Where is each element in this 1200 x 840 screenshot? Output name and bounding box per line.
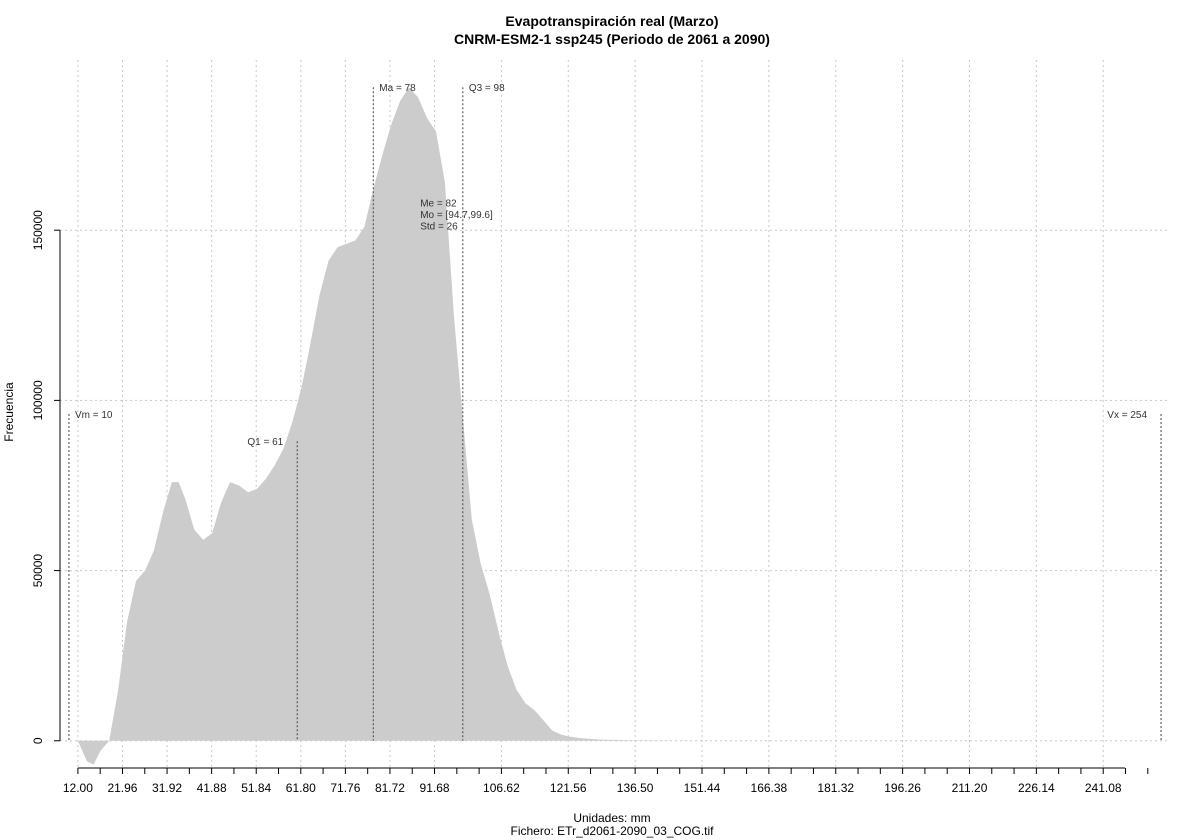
statistic-label: Vm = 10: [75, 410, 113, 421]
x-tick-label: 151.44: [684, 781, 721, 795]
y-axis-label: Frecuencia: [2, 382, 16, 442]
chart-title: Evapotranspiración real (Marzo): [505, 13, 718, 29]
statistic-label: Q1 = 61: [247, 437, 283, 448]
x-tick-label: 211.20: [952, 781, 988, 795]
x-tick-label: 41.88: [197, 781, 227, 795]
x-tick-label: 121.56: [550, 781, 587, 795]
x-tick-label: 61.80: [286, 781, 316, 795]
x-tick-label: 31.92: [152, 781, 182, 795]
statistic-label: Q3 = 98: [469, 83, 505, 94]
x-tick-label: 21.96: [107, 781, 137, 795]
stat-mode: Mo = [94.7,99.6]: [420, 210, 493, 221]
stat-std: Std = 26: [420, 221, 458, 232]
stat-median: Me = 82: [420, 198, 457, 209]
density-area: [77, 87, 1162, 765]
axes: 12.00 21.96 31.92 41.88 51.84 61.80 71.76 81.72…: [31, 210, 1149, 795]
x-tick-label: 81.72: [375, 781, 405, 795]
y-tick-label: 50000: [31, 554, 45, 588]
x-tick-label: 226.14: [1018, 781, 1055, 795]
statistic-lines: Vm = 10 Q1 = 61 Ma = 78 Q3 = 98 Vx = 254: [68, 83, 1162, 741]
chart-subtitle: CNRM-ESM2-1 ssp245 (Periodo de 2061 a 20…: [454, 31, 770, 47]
x-tick-label: 136.50: [617, 781, 654, 795]
x-tick-label: 196.26: [884, 781, 921, 795]
x-tick-label: 71.76: [330, 781, 360, 795]
y-tick-label: 100000: [31, 380, 45, 420]
x-tick-label: 166.38: [751, 781, 788, 795]
x-axis-label: Unidades: mm: [573, 811, 650, 825]
x-tick-label: 241.08: [1085, 781, 1122, 795]
statistic-label: Vx = 254: [1107, 410, 1147, 421]
x-tick-label: 91.68: [420, 781, 450, 795]
x-tick-label: 106.62: [483, 781, 520, 795]
x-tick-label: 181.32: [817, 781, 854, 795]
y-tick-label: 150000: [31, 210, 45, 250]
file-footer: Fichero: ETr_d2061-2090_03_COG.tif: [511, 824, 715, 838]
x-tick-label: 12.00: [63, 781, 93, 795]
statistic-label: Ma = 78: [379, 83, 416, 94]
x-tick-label: 51.84: [241, 781, 271, 795]
y-tick-label: 0: [31, 737, 45, 744]
